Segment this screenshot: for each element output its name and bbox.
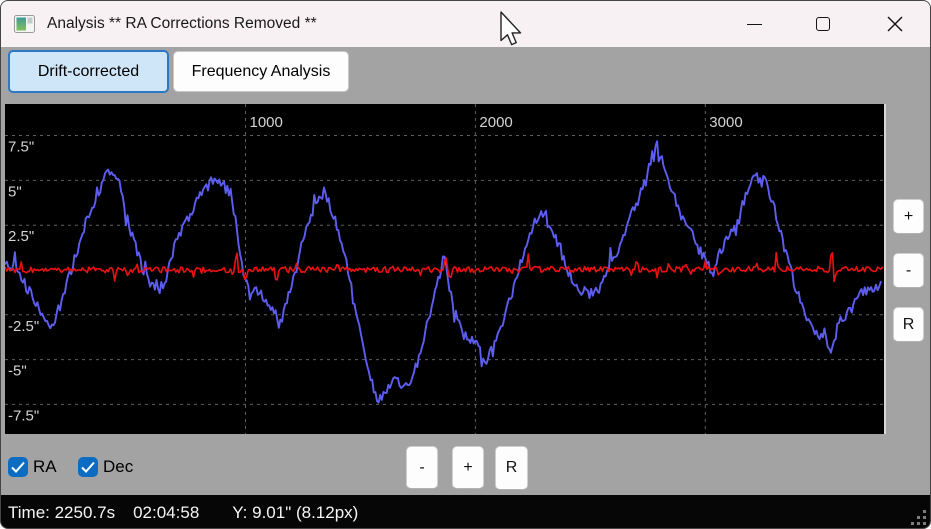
svg-text:2.5": 2.5" bbox=[8, 228, 34, 245]
svg-text:-7.5": -7.5" bbox=[8, 407, 39, 424]
tab-drift-corrected-label: Drift-corrected bbox=[37, 62, 140, 80]
svg-text:-2.5": -2.5" bbox=[8, 318, 39, 335]
analysis-chart-svg: 7.5" 5" 2.5" -2.5" -5" -7.5" 1000 2000 3000 bbox=[4, 104, 884, 434]
status-clock: 02:04:58 bbox=[133, 502, 200, 522]
tab-drift-corrected[interactable]: Drift-corrected bbox=[8, 50, 169, 93]
svg-text:1000: 1000 bbox=[250, 114, 283, 131]
check-icon bbox=[11, 461, 25, 473]
check-icon bbox=[81, 461, 95, 473]
y-zoom-in-button[interactable]: + bbox=[893, 199, 924, 234]
dec-checkbox-row[interactable]: Dec bbox=[78, 457, 133, 477]
dec-checkbox-label: Dec bbox=[103, 457, 134, 476]
ra-checkbox[interactable] bbox=[8, 457, 28, 477]
ra-checkbox-label: RA bbox=[33, 457, 57, 476]
ra-checkbox-row[interactable]: RA bbox=[8, 457, 57, 477]
y-zoom-in-label: + bbox=[903, 207, 914, 225]
window-title: Analysis ** RA Corrections Removed ** bbox=[47, 15, 317, 32]
drift-chart[interactable]: 7.5" 5" 2.5" -2.5" -5" -7.5" 1000 2000 3000 bbox=[4, 104, 886, 434]
app-chart-icon bbox=[14, 15, 35, 33]
x-zoom-in-label: + bbox=[463, 458, 473, 476]
x-zoom-in-button[interactable]: + bbox=[452, 446, 484, 489]
svg-text:5": 5" bbox=[8, 183, 22, 200]
y-zoom-out-button[interactable]: - bbox=[893, 253, 924, 288]
svg-text:-5": -5" bbox=[8, 363, 27, 380]
close-button[interactable] bbox=[872, 1, 918, 47]
x-zoom-reset-label: R bbox=[505, 459, 518, 476]
close-icon bbox=[887, 16, 903, 32]
minimize-icon bbox=[746, 23, 762, 25]
status-y-readout: Y: 9.01" (8.12px) bbox=[232, 502, 359, 522]
x-zoom-out-label: - bbox=[419, 458, 425, 476]
x-zoom-reset-button[interactable]: R bbox=[495, 446, 528, 490]
y-zoom-out-label: - bbox=[905, 261, 912, 279]
resize-grip[interactable] bbox=[911, 510, 927, 526]
maximize-icon bbox=[816, 17, 830, 31]
svg-text:2000: 2000 bbox=[479, 114, 512, 131]
tab-frequency-analysis[interactable]: Frequency Analysis bbox=[173, 51, 349, 92]
x-zoom-out-button[interactable]: - bbox=[406, 446, 438, 489]
status-time: Time: 2250.7s bbox=[8, 502, 116, 522]
statusbar: Time: 2250.7s 02:04:58 Y: 9.01" (8.12px) bbox=[1, 495, 930, 528]
minimize-button[interactable] bbox=[731, 1, 777, 47]
tab-frequency-analysis-label: Frequency Analysis bbox=[191, 62, 331, 80]
titlebar[interactable]: Analysis ** RA Corrections Removed ** bbox=[1, 1, 930, 47]
dec-checkbox[interactable] bbox=[78, 457, 98, 477]
svg-text:7.5": 7.5" bbox=[8, 139, 34, 156]
maximize-button[interactable] bbox=[800, 1, 846, 47]
y-zoom-reset-button[interactable]: R bbox=[893, 307, 924, 342]
y-zoom-reset-label: R bbox=[902, 315, 915, 333]
svg-text:3000: 3000 bbox=[709, 114, 742, 131]
